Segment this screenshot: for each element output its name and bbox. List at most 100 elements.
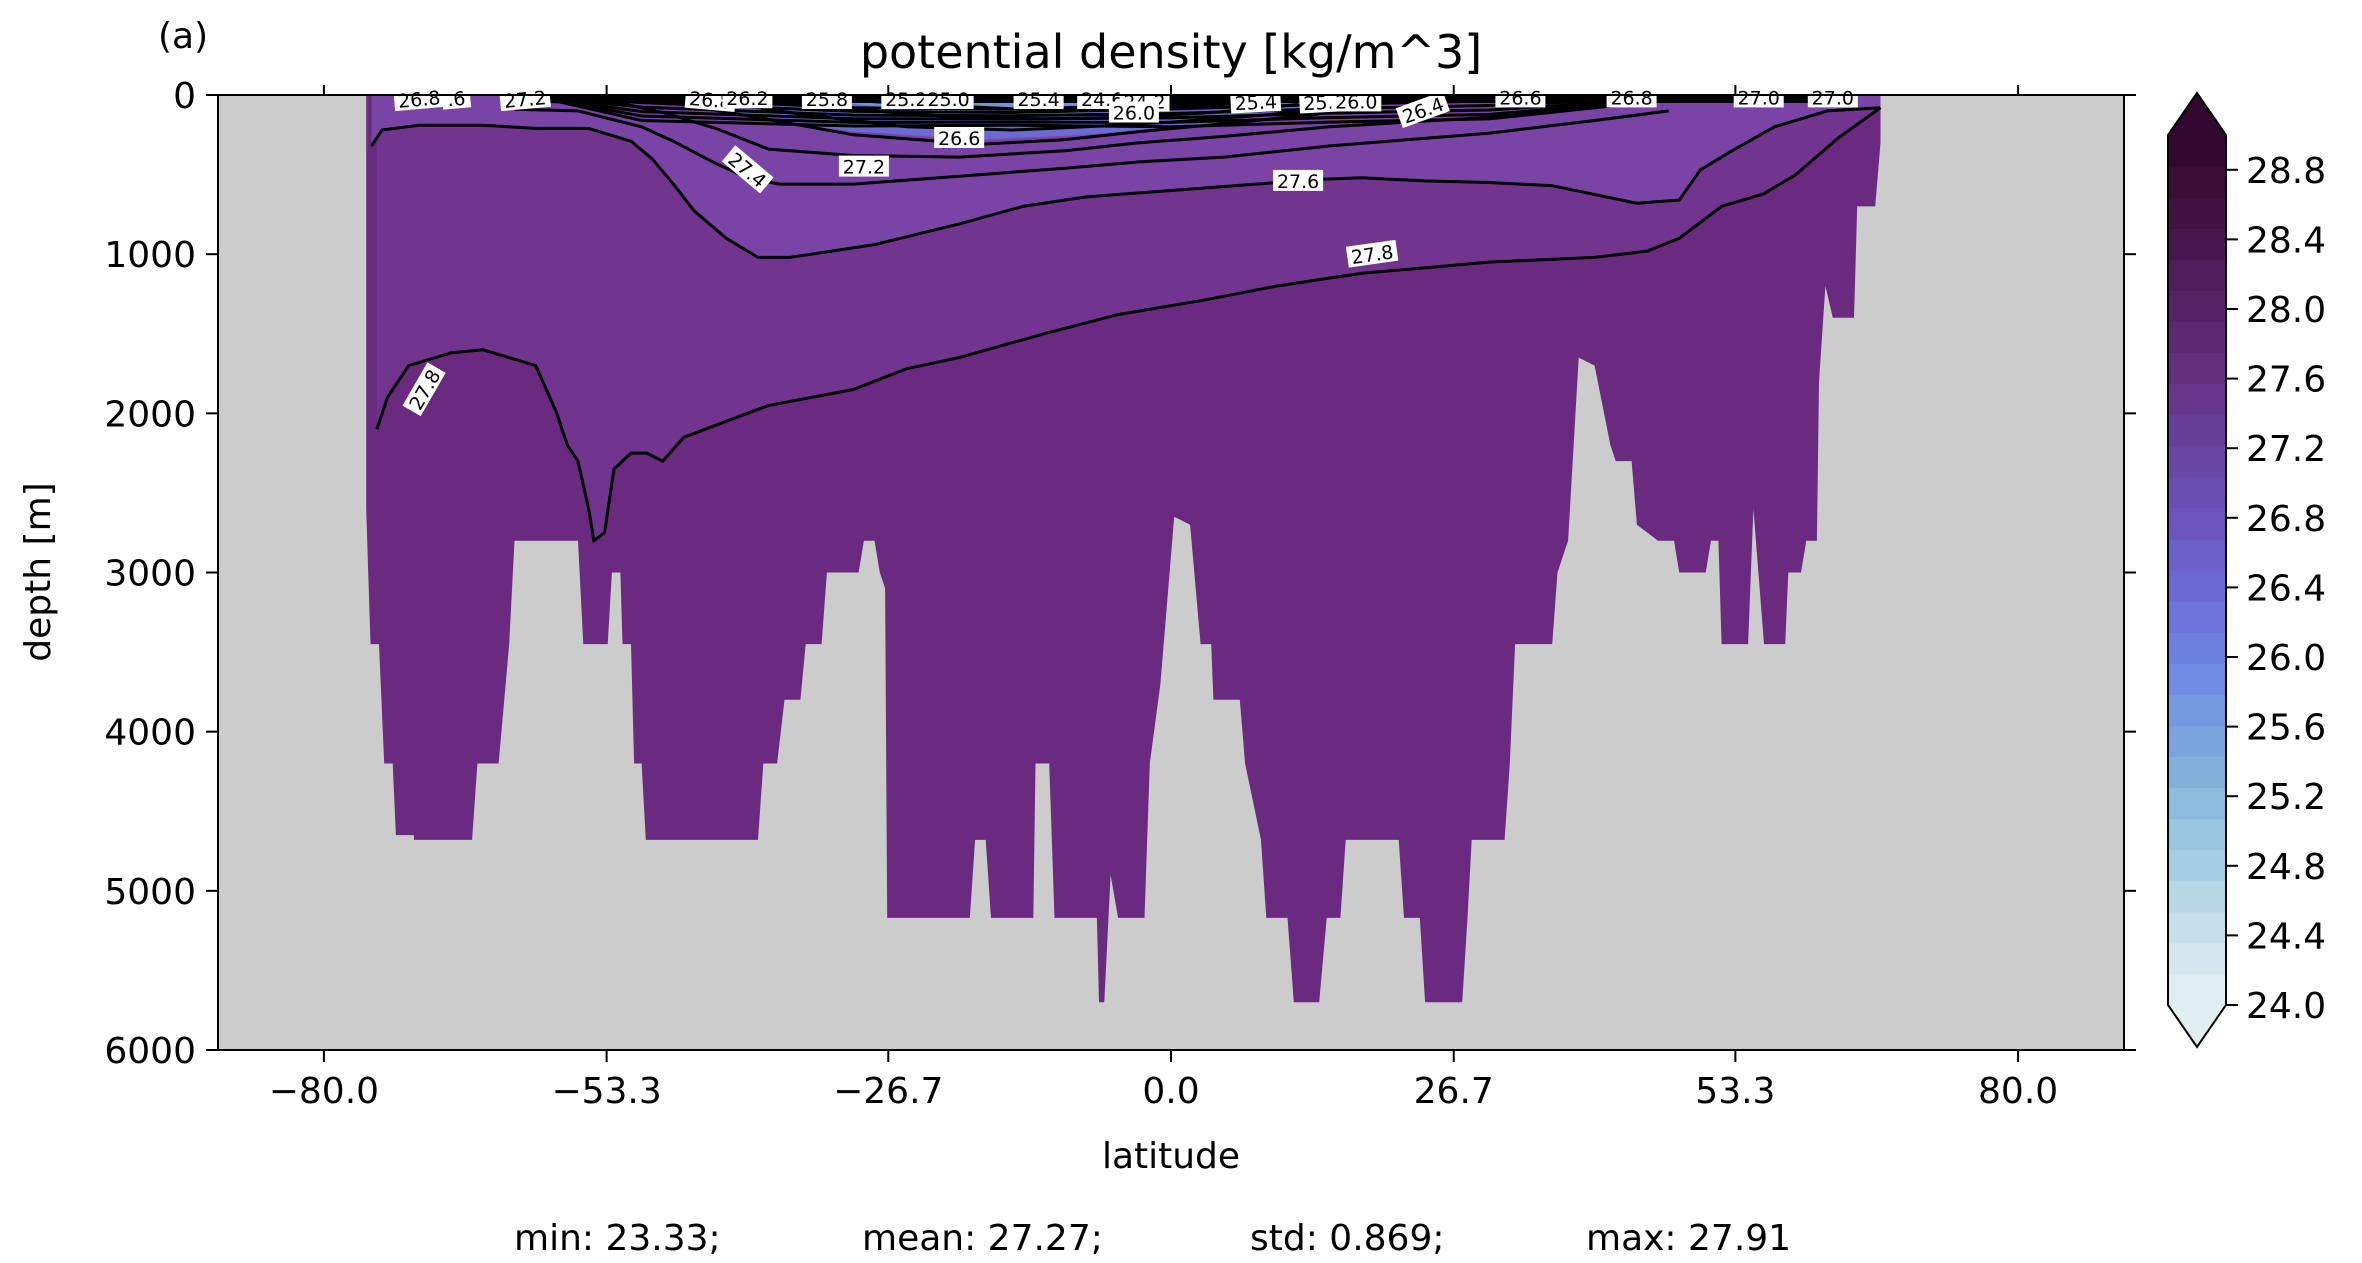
contour-label: 26.0 (1331, 90, 1382, 113)
colorbar-segment (2168, 414, 2226, 447)
colorbar: 24.0 24.4 24.8 25.2 25.6 26.0 26.4 26.8 27.2 27.6… (2167, 91, 2326, 1049)
contour-label: 26.2 (722, 87, 773, 110)
colorbar-tick-label: 25.6 (2246, 708, 2326, 749)
contour-label: 26.6 (934, 127, 985, 150)
contour-label-text: 25.0 (927, 89, 969, 111)
colorbar-segment (2168, 787, 2226, 820)
contour-label: 25.4 (1230, 89, 1282, 115)
colorbar-segment (2168, 538, 2226, 571)
colorbar-segment (2168, 197, 2226, 229)
colorbar-tick-label: 28.0 (2246, 290, 2326, 331)
colorbar-tick-label: 24.0 (2246, 986, 2326, 1027)
colorbar-extend-max (2168, 93, 2226, 135)
contour-label: 26.6 (1495, 86, 1546, 109)
contour-label-text: 27.0 (1812, 87, 1854, 109)
colorbar-segment (2168, 476, 2226, 509)
colorbar-tick-label: 26.0 (2246, 638, 2326, 679)
colorbar-segment (2168, 694, 2226, 726)
colorbar-segment (2168, 725, 2226, 758)
y-tick-label: 4000 (104, 713, 196, 754)
colorbar-segment (2168, 849, 2226, 882)
colorbar-tick-label: 24.4 (2246, 916, 2326, 957)
contour-line-surface (535, 95, 1701, 118)
contour-label-text: 26.8 (397, 87, 441, 113)
contour-label-text: 25.8 (806, 89, 848, 111)
panel-label: (a) (158, 16, 208, 57)
contour-line-surface (535, 95, 1701, 124)
contour-label-text: 26.2 (726, 88, 768, 110)
colorbar-segment (2168, 228, 2226, 260)
colorbar-tick-label: 27.2 (2246, 429, 2326, 470)
contour-label: 27.2 (838, 155, 889, 179)
colorbar-segment (2168, 259, 2226, 291)
colorbar-segment (2168, 570, 2226, 602)
colorbar-segment (2168, 290, 2226, 323)
contour-label-text: 26.0 (1113, 103, 1155, 125)
y-tick-label: 0 (173, 76, 196, 117)
ocean-upper-region (371, 95, 1881, 258)
contour-label: 27.6 (1273, 169, 1324, 193)
chart-title: potential density [kg/m^3] (860, 25, 1482, 79)
colorbar-segment (2168, 818, 2226, 851)
contour-label: .6 (441, 86, 472, 111)
colorbar-segment (2168, 321, 2226, 354)
contour-label: 27.2 (499, 85, 551, 113)
contour-line-27.4 (514, 107, 1669, 186)
isopycnal-contours (370, 95, 1882, 544)
x-tick-label: 0.0 (1142, 1071, 1199, 1112)
contour-label: 26.0 (1108, 101, 1159, 125)
contour-label-text: 26.0 (1335, 91, 1377, 113)
y-axis-ticks: 0 1000 2000 3000 4000 5000 6000 (104, 76, 2136, 1072)
colorbar-segment (2168, 880, 2226, 913)
y-tick-label: 2000 (104, 394, 196, 435)
contour-label-text: 26.8 (1610, 87, 1652, 109)
y-tick-label: 5000 (104, 872, 196, 913)
contour-line-surface (535, 95, 1701, 129)
colorbar-segment (2168, 663, 2226, 695)
contour-label: 26.8 (1606, 86, 1657, 109)
colorbar-tick-label: 27.6 (2246, 360, 2326, 401)
surface-contour-band (535, 95, 1849, 103)
contour-label: 25.4 (1013, 88, 1064, 111)
colorbar-tick-label: 25.2 (2246, 777, 2326, 818)
contour-label-text: 25.4 (1017, 89, 1059, 111)
ocean-fill (366, 95, 1881, 1003)
contour-label-text: 25.2 (885, 89, 927, 111)
contour-line-27.8 (375, 106, 1882, 544)
y-tick-label: 6000 (104, 1031, 196, 1072)
colorbar-segment (2168, 632, 2226, 664)
y-tick-label: 1000 (104, 235, 196, 276)
contour-labels: 26.8.627.226.826.225.825.225.025.424.624… (393, 85, 1858, 417)
contour-line-27.6 (370, 106, 1881, 259)
x-tick-label: 53.3 (1695, 1071, 1775, 1112)
x-tick-label: −80.0 (269, 1071, 379, 1112)
y-axis-label: depth [m] (18, 482, 59, 661)
colorbar-extend-min (2168, 1005, 2226, 1047)
colorbar-tick-label: 28.4 (2246, 220, 2326, 261)
x-tick-label: −26.7 (833, 1071, 943, 1112)
contour-label-text: 27.0 (1738, 87, 1780, 109)
colorbar-tick-label: 26.4 (2246, 568, 2326, 609)
contour-label: 26.8 (393, 85, 445, 113)
contour-label: 27.0 (1807, 86, 1858, 109)
stat-std: std: 0.869; (1250, 1218, 1444, 1259)
colorbar-segment (2168, 135, 2226, 167)
stat-max: max: 27.91 (1586, 1218, 1791, 1259)
contour-label: 27.0 (1733, 86, 1784, 109)
colorbar-segment (2168, 973, 2226, 1006)
contour-label: 25.0 (923, 88, 974, 111)
colorbar-segment (2168, 911, 2226, 944)
stat-min: min: 23.33; (514, 1218, 721, 1259)
colorbar-segment (2168, 507, 2226, 540)
contour-label-text: 26.6 (1499, 87, 1541, 109)
colorbar-segment (2168, 756, 2226, 789)
colorbar-segment (2168, 942, 2226, 975)
contour-label: 27.8 (1345, 239, 1399, 269)
contour-label: 25.8 (801, 88, 852, 111)
x-tick-label: −53.3 (551, 1071, 661, 1112)
colorbar-segment (2168, 352, 2226, 385)
contour-label-text: .6 (446, 88, 466, 111)
x-axis-ticks: −80.0 −53.3 −26.7 0.0 26.7 53.3 80.0 (269, 85, 2058, 1112)
colorbar-tick-label: 28.8 (2246, 151, 2326, 192)
